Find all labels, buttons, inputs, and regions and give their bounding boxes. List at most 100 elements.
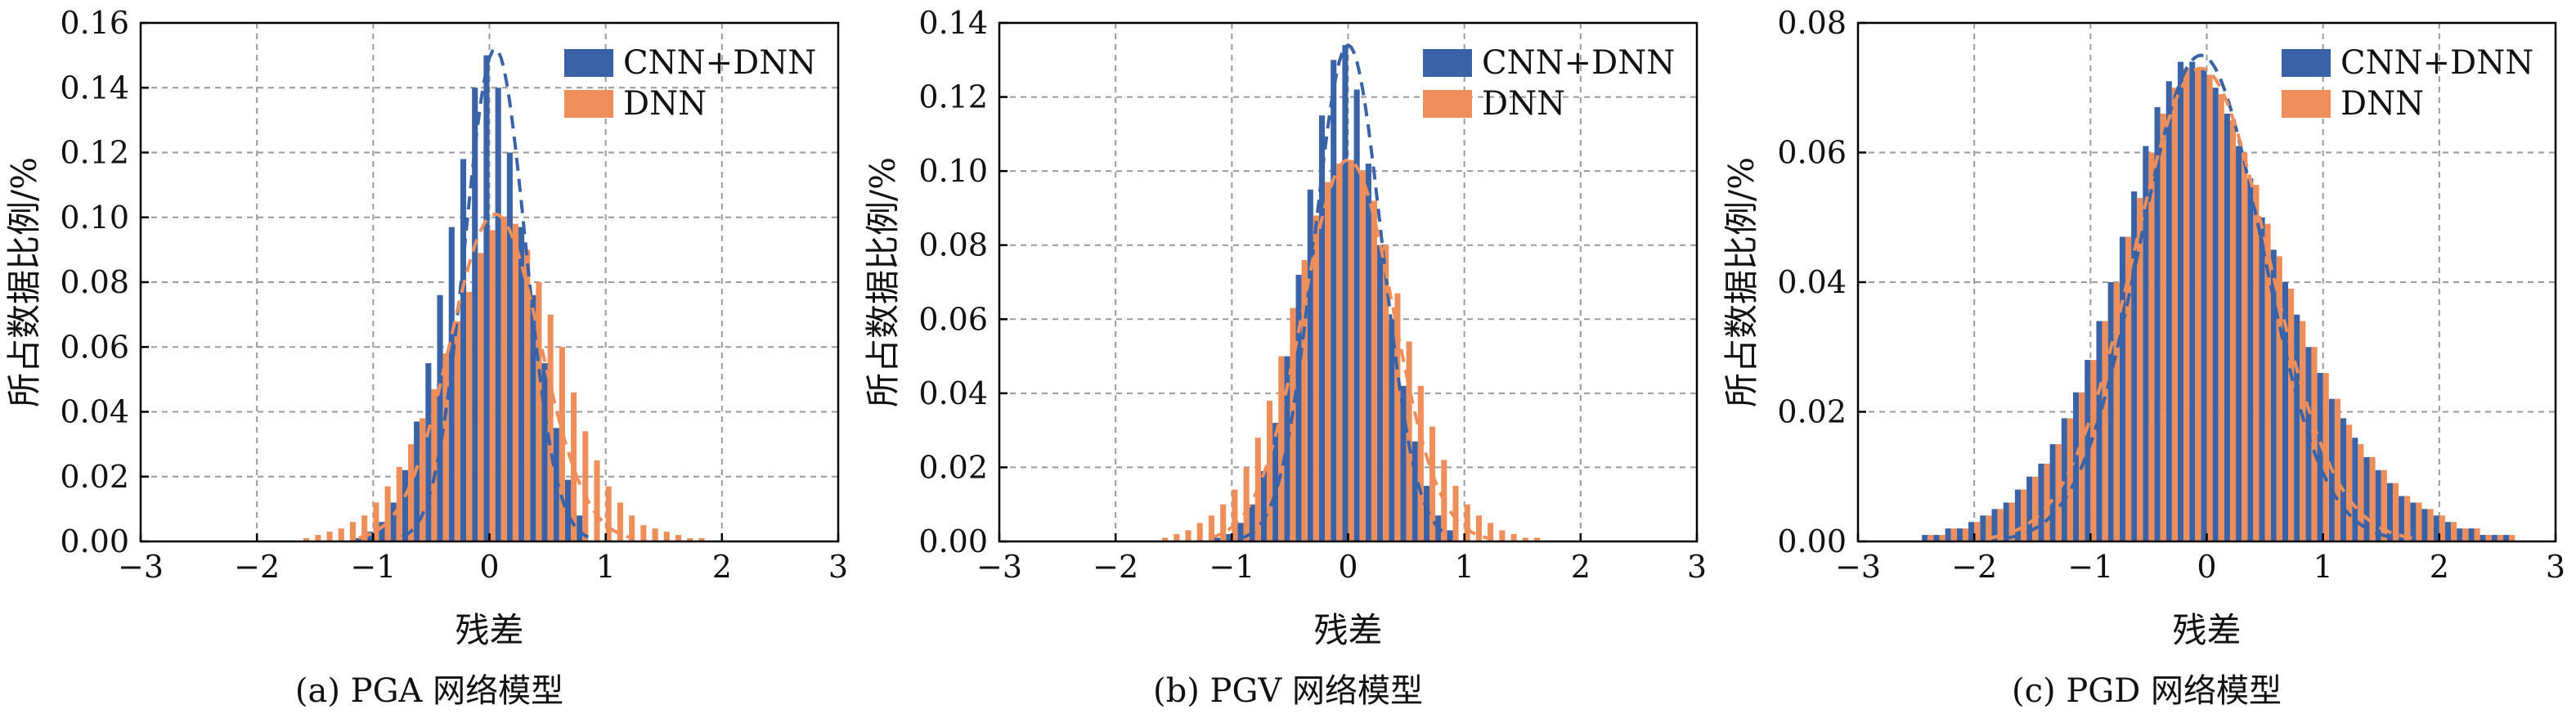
bar-cnn-dnn <box>2340 418 2347 541</box>
bar-cnn-dnn <box>2131 191 2138 542</box>
bar-dnn <box>338 528 344 541</box>
ticks: −3 −2 −1 0 1 2 3 0.00 0.02 0.04 0.06 0.08 0.10 0.12 0.… <box>60 5 848 585</box>
x-tick-label: 0 <box>479 549 499 585</box>
bar-cnn-dnn <box>2375 469 2381 541</box>
x-tick-label: 1 <box>1455 549 1474 585</box>
bar-cnn-dnn <box>1411 441 1418 541</box>
bar-cnn-dnn <box>2236 146 2242 541</box>
bar-cnn-dnn <box>1980 515 1986 541</box>
bar-dnn <box>1243 467 1250 541</box>
bar-dnn <box>2102 321 2108 541</box>
legend-swatch-cnn-dnn <box>1423 49 1472 77</box>
bar-dnn <box>1928 535 1934 541</box>
bar-dnn <box>1533 537 1541 541</box>
bar-dnn <box>605 486 612 541</box>
y-tick-label: 0.08 <box>60 264 129 300</box>
bar-cnn-dnn <box>448 227 455 541</box>
fit-curves <box>358 47 633 540</box>
bar-dnn <box>2021 489 2027 541</box>
bar-cnn-dnn <box>2317 372 2323 541</box>
bar-dnn <box>547 314 554 541</box>
bar-dnn <box>594 460 600 541</box>
y-tick-label: 0.12 <box>60 135 129 171</box>
panel-pga: −3 −2 −1 0 1 2 3 0.00 0.02 0.04 0.06 0.08 0.10 0.12 0.… <box>0 0 859 714</box>
bar-cnn-dnn <box>1260 470 1267 541</box>
bar-cnn-dnn <box>2294 314 2300 541</box>
bar-cnn-dnn <box>1956 528 1963 541</box>
ticks: −3 −2 −1 0 1 2 3 0.00 0.02 0.04 0.06 0.08 <box>1777 5 2565 585</box>
bar-cnn-dnn <box>2363 456 2370 541</box>
x-tick-label: 2 <box>2430 549 2449 585</box>
bar-cnn-dnn <box>2433 515 2439 541</box>
bar-cnn-dnn <box>1991 509 1998 541</box>
y-tick-label: 0.14 <box>60 70 129 106</box>
bar-dnn <box>442 353 449 541</box>
bar-cnn-dnn <box>2410 502 2417 541</box>
bar-dnn <box>2090 360 2097 541</box>
bar-dnn <box>2439 515 2445 541</box>
bars <box>1922 61 2515 542</box>
bar-cnn-dnn <box>2003 502 2009 541</box>
bar-dnn <box>454 321 460 541</box>
bar-cnn-dnn <box>1249 504 1255 541</box>
bar-dnn <box>2067 418 2074 541</box>
bar-dnn <box>1499 530 1506 541</box>
bar-cnn-dnn <box>553 428 559 541</box>
bar-cnn-dnn <box>356 538 362 541</box>
bar-dnn <box>640 525 647 541</box>
y-tick-label: 0.10 <box>918 153 988 189</box>
bars <box>1162 45 1541 542</box>
fit-curve-dnn <box>1208 158 1488 540</box>
legend-swatch-dnn <box>564 90 613 118</box>
bar-cnn-dnn <box>1365 164 1371 542</box>
bar-cnn-dnn <box>2457 528 2463 541</box>
legend-swatch-cnn-dnn <box>2282 49 2331 77</box>
bar-cnn-dnn <box>367 532 374 541</box>
bar-dnn <box>698 538 705 541</box>
y-tick-label: 0.02 <box>918 449 988 485</box>
bar-dnn <box>349 522 357 541</box>
bar-dnn <box>1452 486 1459 541</box>
bar-cnn-dnn <box>1295 274 1302 541</box>
ticks: −3 −2 −1 0 1 2 3 0.00 0.02 0.04 0.06 0.08 0.10 0.12 0.… <box>918 5 1707 585</box>
bar-cnn-dnn <box>1389 319 1395 541</box>
bar-dnn <box>2416 502 2422 541</box>
bar-cnn-dnn <box>2491 535 2497 541</box>
panel-pgv: −3 −2 −1 0 1 2 3 0.00 0.02 0.04 0.06 0.08 0.10 0.12 0.… <box>859 0 1717 714</box>
y-axis-label: 所占数据比例/% <box>1721 157 1761 407</box>
bar-cnn-dnn <box>2143 146 2149 541</box>
legend-swatch-cnn-dnn <box>564 49 613 77</box>
bar-cnn-dnn <box>2386 483 2393 541</box>
chart-pgd: −3 −2 −1 0 1 2 3 0.00 0.02 0.04 0.06 0.08 残差 所占数据比例/%… <box>1721 5 2565 650</box>
bar-cnn-dnn <box>2468 528 2475 541</box>
bar-dnn <box>2392 483 2399 541</box>
bar-cnn-dnn <box>2480 535 2486 541</box>
bar-dnn <box>2346 424 2353 541</box>
bar-dnn <box>466 291 473 541</box>
bar-cnn-dnn <box>1237 523 1244 541</box>
bar-dnn <box>303 538 310 541</box>
bar-dnn <box>1464 504 1470 541</box>
bar-cnn-dnn <box>2107 282 2114 541</box>
bar-dnn <box>2218 94 2224 542</box>
bar-dnn <box>361 515 368 541</box>
bar-cnn-dnn <box>2399 496 2405 541</box>
bar-cnn-dnn <box>2154 107 2161 541</box>
chart-pga: −3 −2 −1 0 1 2 3 0.00 0.02 0.04 0.06 0.08 0.10 0.12 0.… <box>4 5 848 650</box>
bar-dnn <box>2160 113 2166 541</box>
caption-pga: (a) PGA 网络模型 <box>294 672 564 710</box>
bar-dnn <box>2509 535 2515 541</box>
bar-dnn <box>1510 533 1517 541</box>
bar-cnn-dnn <box>2049 444 2056 541</box>
bar-dnn <box>629 515 635 541</box>
bar-cnn-dnn <box>2224 113 2230 541</box>
bar-cnn-dnn <box>1968 522 1975 541</box>
bar-dnn <box>1266 400 1273 541</box>
y-tick-label: 0.12 <box>918 79 988 115</box>
bar-cnn-dnn <box>495 88 501 541</box>
bar-dnn <box>663 532 670 541</box>
bar-dnn <box>2462 528 2469 541</box>
bar-dnn <box>1208 515 1215 541</box>
